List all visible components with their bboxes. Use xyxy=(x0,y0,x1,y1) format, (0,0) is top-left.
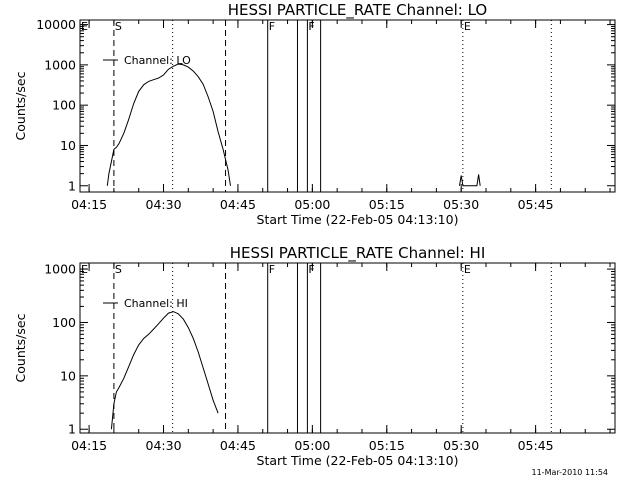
chart-panel-lo: HESSI PARTICLE_RATE Channel: LO 04:15 04:3… xyxy=(13,1,616,227)
x-tick-label: 04:45 xyxy=(220,438,256,453)
chart-title: HESSI PARTICLE_RATE Channel: HI xyxy=(230,244,486,263)
x-tick-label: 05:00 xyxy=(294,197,330,212)
legend-label: Channel: HI xyxy=(124,297,188,310)
y-tick-label: 1000 xyxy=(44,262,76,277)
y-tick-label: 10000 xyxy=(36,17,76,32)
y-tick-label: 10 xyxy=(60,138,76,153)
plot-frame xyxy=(79,19,616,193)
y-tick-label: 1 xyxy=(68,422,76,437)
event-marker-label: S xyxy=(115,263,122,276)
x-axis-label: Start Time (22-Feb-05 04:13:10) xyxy=(257,453,459,468)
y-axis-label: Counts/sec xyxy=(13,71,28,140)
x-tick-label: 05:15 xyxy=(369,197,405,212)
event-marker-label: E xyxy=(464,263,471,276)
event-marker-label: E xyxy=(464,20,471,33)
x-tick-label: 05:45 xyxy=(518,197,554,212)
x-tick-label: 05:30 xyxy=(443,197,479,212)
event-marker-label: E xyxy=(81,263,88,276)
x-tick-label: 04:15 xyxy=(71,438,107,453)
y-tick-label: 10 xyxy=(60,368,76,383)
y-axis-label: Counts/sec xyxy=(13,313,28,382)
y-tick-label: 1000 xyxy=(44,57,76,72)
data-series-line xyxy=(106,63,231,186)
event-marker-label: F xyxy=(308,20,314,33)
legend-label: Channel: LO xyxy=(124,54,191,67)
plot-timestamp: 11-Mar-2010 11:54 xyxy=(532,468,609,477)
x-tick-label: 05:45 xyxy=(518,438,554,453)
x-tick-label: 05:15 xyxy=(369,438,405,453)
x-tick-label: 04:30 xyxy=(146,197,182,212)
chart-panel-hi: HESSI PARTICLE_RATE Channel: HI 04:15 04:3… xyxy=(13,244,616,468)
chart-title: HESSI PARTICLE_RATE Channel: LO xyxy=(228,1,487,20)
y-tick-label: 1 xyxy=(68,178,76,193)
x-tick-label: 04:30 xyxy=(146,438,182,453)
event-marker-label: E xyxy=(81,20,88,33)
data-series-line xyxy=(110,311,219,430)
x-tick-label: 05:30 xyxy=(443,438,479,453)
data-series-line xyxy=(459,174,481,187)
y-tick-label: 100 xyxy=(52,98,76,113)
y-tick-label: 100 xyxy=(52,315,76,330)
event-marker-label: F xyxy=(308,263,314,276)
event-marker-label: F xyxy=(269,263,275,276)
x-axis-label: Start Time (22-Feb-05 04:13:10) xyxy=(257,212,459,227)
x-tick-label: 04:45 xyxy=(220,197,256,212)
x-tick-label: 04:15 xyxy=(71,197,107,212)
event-marker-label: F xyxy=(269,20,275,33)
event-marker-label: S xyxy=(115,20,122,33)
x-tick-label: 05:00 xyxy=(294,438,330,453)
